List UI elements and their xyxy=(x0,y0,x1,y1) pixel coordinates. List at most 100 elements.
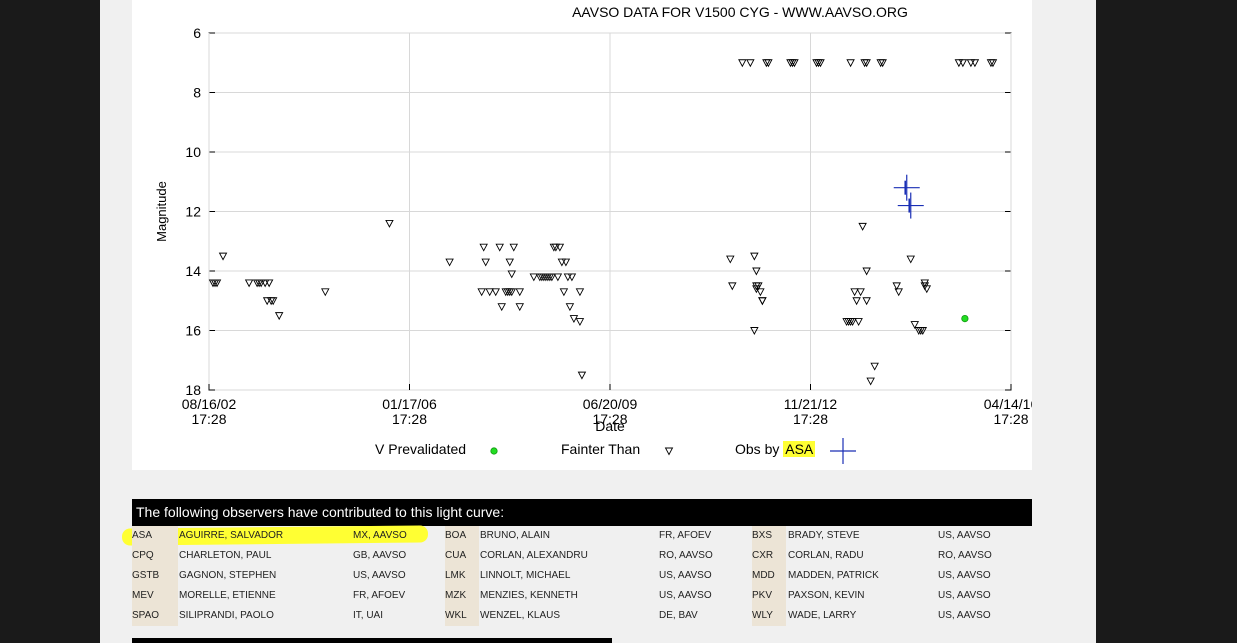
v-prevalidated-point xyxy=(961,314,969,323)
plot-svg: 68101214161808/16/0217:2801/17/0617:2806… xyxy=(154,25,1032,464)
fainter-than-point xyxy=(866,377,875,386)
observer-code: SPAO xyxy=(132,606,178,626)
fainter-than-point xyxy=(561,258,571,267)
light-curve-chart: AAVSO DATA FOR V1500 CYG - WWW.AAVSO.ORG… xyxy=(132,0,1032,470)
fainter-than-point xyxy=(878,59,887,68)
observer-code: CUA xyxy=(445,546,479,566)
fainter-than-point xyxy=(858,222,867,231)
fainter-than-point xyxy=(555,243,565,252)
observers-header: The following observers have contributed… xyxy=(132,499,1032,526)
observer-code: BOA xyxy=(445,526,479,546)
observer-code: CPQ xyxy=(132,546,178,566)
fainter-than-point xyxy=(958,59,968,68)
observer-location: US, AAVSO xyxy=(659,570,712,581)
fainter-than-point xyxy=(854,318,863,327)
observer-row: MEV MORELLE, ETIENNE FR, AFOEV MZK MENZIES, … xyxy=(132,586,1032,606)
fainter-than-point xyxy=(321,288,330,297)
fainter-than-point xyxy=(218,252,228,261)
fainter-than-point xyxy=(850,288,859,297)
x-tick-label-date: 01/17/06 xyxy=(382,396,437,412)
observer-name: BRUNO, ALAIN xyxy=(480,530,551,541)
fainter-than-point xyxy=(485,288,494,297)
fainter-than-point xyxy=(906,255,916,264)
y-tick-label: 18 xyxy=(185,382,201,398)
fainter-than-point xyxy=(507,270,517,279)
observer-code: WKL xyxy=(445,606,479,626)
fainter-than-point xyxy=(726,255,735,264)
observer-location: US, AAVSO xyxy=(938,610,991,621)
y-tick-label: 14 xyxy=(185,263,201,279)
fainter-than-point xyxy=(479,243,488,252)
y-tick-label: 8 xyxy=(193,85,201,101)
fainter-than-point xyxy=(495,243,504,252)
fainter-than-point xyxy=(575,318,585,327)
fainter-than-point xyxy=(481,258,490,267)
fainter-than-point xyxy=(264,279,274,288)
observer-name: GAGNON, STEPHEN xyxy=(179,570,277,581)
observer-location: MX, AAVSO xyxy=(353,530,407,541)
fainter-than-point xyxy=(758,297,767,306)
fainter-than-point xyxy=(750,327,759,335)
fainter-than-point xyxy=(746,59,755,68)
observer-name: AGUIRRE, SALVADOR xyxy=(179,530,284,541)
legend-label-v-prevalidated: V Prevalidated xyxy=(375,441,467,457)
observer-location: FR, AFOEV xyxy=(659,530,712,541)
fainter-than-point xyxy=(922,285,932,294)
observer-name: PAXSON, KEVIN xyxy=(788,590,865,601)
x-tick-label-time: 17:28 xyxy=(392,411,427,427)
fainter-than-point xyxy=(816,59,825,68)
legend-label-obs-by: Obs by ASA xyxy=(735,441,816,457)
observer-code: ASA xyxy=(132,526,178,546)
y-axis-label: Magnitude xyxy=(154,181,169,242)
fainter-than-point xyxy=(856,288,865,297)
fainter-than-point xyxy=(846,59,855,68)
fainter-than-point xyxy=(569,315,579,324)
fainter-than-point xyxy=(988,59,998,68)
observer-location: US, AAVSO xyxy=(938,590,991,601)
fainter-than-point xyxy=(244,279,254,288)
fainter-than-point xyxy=(491,288,500,297)
observer-name: MENZIES, KENNETH xyxy=(480,590,578,601)
y-tick-label: 10 xyxy=(185,144,201,160)
fainter-than-point xyxy=(738,59,747,68)
observer-name: MADDEN, PATRICK xyxy=(788,570,879,581)
x-tick-label-date: 11/21/12 xyxy=(784,396,838,412)
observer-location: GB, AAVSO xyxy=(353,550,407,561)
fainter-than-point xyxy=(870,362,879,371)
x-tick-label-time: 17:28 xyxy=(592,411,627,427)
observer-code: LMK xyxy=(445,566,479,586)
fainter-than-point xyxy=(892,282,901,291)
fainter-than-point xyxy=(752,282,761,291)
x-tick-label-date: 06/20/09 xyxy=(583,396,638,412)
fainter-than-point xyxy=(565,303,575,312)
fainter-than-point xyxy=(764,59,773,68)
y-tick-label: 6 xyxy=(193,25,201,41)
observer-name: LINNOLT, MICHAEL xyxy=(480,570,571,581)
legend-marker-v-prevalidated xyxy=(490,447,498,455)
observer-name: BRADY, STEVE xyxy=(788,530,860,541)
fainter-than-point xyxy=(509,243,519,252)
observer-row: ASA AGUIRRE, SALVADOR MX, AAVSO BOA BRUNO, A… xyxy=(121,525,1032,546)
x-tick-label-time: 17:28 xyxy=(191,411,226,427)
right-margin xyxy=(1096,0,1237,643)
observers-table: ASA AGUIRRE, SALVADOR MX, AAVSO BOA BRUNO, A… xyxy=(121,525,1032,626)
fainter-than-point xyxy=(515,303,525,312)
fainter-than-point xyxy=(567,273,577,282)
x-tick-label-time: 17:28 xyxy=(993,411,1028,427)
fainter-than-point xyxy=(477,288,486,297)
fainter-than-point xyxy=(497,303,506,312)
legend-marker-fainter-than xyxy=(664,447,674,456)
fainter-than-point xyxy=(445,258,454,267)
fainter-than-point xyxy=(559,288,569,297)
observer-row: SPAO SILIPRANDI, PAOLO IT, UAI WKL WENZEL, K… xyxy=(132,606,1032,626)
observer-location: IT, UAI xyxy=(353,610,384,621)
fainter-than-point xyxy=(507,288,517,297)
fainter-than-point xyxy=(752,285,761,294)
fainter-than-point xyxy=(547,273,557,282)
fainter-than-point xyxy=(268,297,278,306)
fainter-than-point xyxy=(274,312,284,321)
fainter-than-point xyxy=(790,59,799,68)
observer-code: MZK xyxy=(445,586,479,606)
fainter-than-point xyxy=(910,321,920,329)
observer-code: BXS xyxy=(752,526,786,546)
